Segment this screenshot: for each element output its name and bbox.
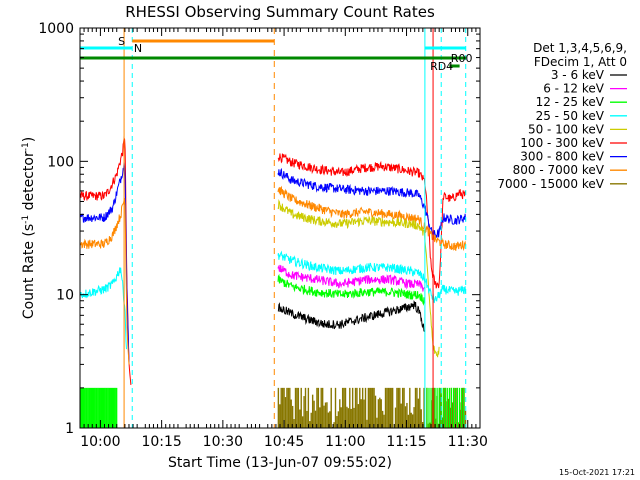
y-tick-label: 100: [47, 154, 74, 170]
series-3-6-kev: [277, 300, 425, 332]
series-300-800-kev-b: [277, 167, 467, 238]
y-axis-label-exp2: -1: [21, 142, 31, 151]
x-tick-label: 11:15: [386, 434, 426, 450]
chart-title: RHESSI Observing Summary Count Rates: [125, 3, 435, 21]
legend-entry-label: 300 - 800 keV: [520, 150, 604, 164]
y-axis-label: Count Rate (s-1 detector-1): [21, 137, 37, 319]
x-tick-label: 11:00: [325, 434, 365, 450]
series-25-50-kev-b: [277, 250, 467, 304]
series-50-100-kev: [277, 199, 440, 358]
y-tick-label: 10: [56, 288, 74, 304]
legend-entry-label: 50 - 100 keV: [528, 122, 605, 136]
y-axis-label-exp1: -1: [21, 215, 31, 224]
legend-header-1: Det 1,3,4,5,6,9,: [533, 41, 627, 55]
y-axis-label-end: ): [21, 137, 37, 142]
x-tick-label: 10:15: [141, 434, 181, 450]
legend-entry-label: 3 - 6 keV: [551, 68, 605, 82]
flag-label: S: [118, 35, 125, 48]
series-100-300-kev-b: [277, 153, 467, 289]
series-300-800-kev: [79, 162, 130, 363]
y-axis-label-main: Count Rate (s: [21, 224, 37, 319]
legend: Det 1,3,4,5,6,9,FDecim 1, Att 03 - 6 keV…: [497, 41, 627, 191]
flag-label: N: [134, 42, 142, 55]
series-800-7000-kev: [79, 197, 130, 365]
y-tick-label: 1: [65, 421, 74, 437]
series-25-50-kev: [79, 267, 127, 350]
series-6-12-kev: [277, 264, 425, 292]
legend-entry-label: 25 - 50 keV: [536, 109, 605, 123]
timestamp: 15-Oct-2021 17:21: [559, 468, 635, 477]
legend-entry-label: 12 - 25 keV: [536, 95, 605, 109]
series-12-25-kev: [277, 273, 425, 306]
flag-label: R00: [451, 52, 473, 65]
series-800-7000-kev-b: [277, 185, 467, 252]
x-tick-label: 11:30: [448, 434, 488, 450]
flag-label: RD4: [430, 60, 453, 73]
x-tick-label: 10:45: [264, 434, 304, 450]
x-tick-label: 10:30: [203, 434, 243, 450]
legend-entry-label: 100 - 300 keV: [520, 136, 604, 150]
axis-layer: 10:00 10:15 10:30 10:45 11:00 11:15 11:30 1 10 10…: [38, 21, 488, 450]
x-axis-label: Start Time (13-Jun-07 09:55:02): [168, 455, 392, 471]
legend-entry-label: 800 - 7000 keV: [513, 163, 605, 177]
series-100-300-kev: [79, 136, 132, 385]
x-tick-label: 10:00: [80, 434, 120, 450]
legend-entry-label: 6 - 12 keV: [543, 82, 605, 96]
legend-entry-label: 7000 - 15000 keV: [497, 177, 604, 191]
legend-header-2: FDecim 1, Att 0: [534, 55, 627, 69]
y-tick-label: 1000: [38, 21, 74, 37]
y-axis-label-mid: detector: [21, 151, 37, 215]
